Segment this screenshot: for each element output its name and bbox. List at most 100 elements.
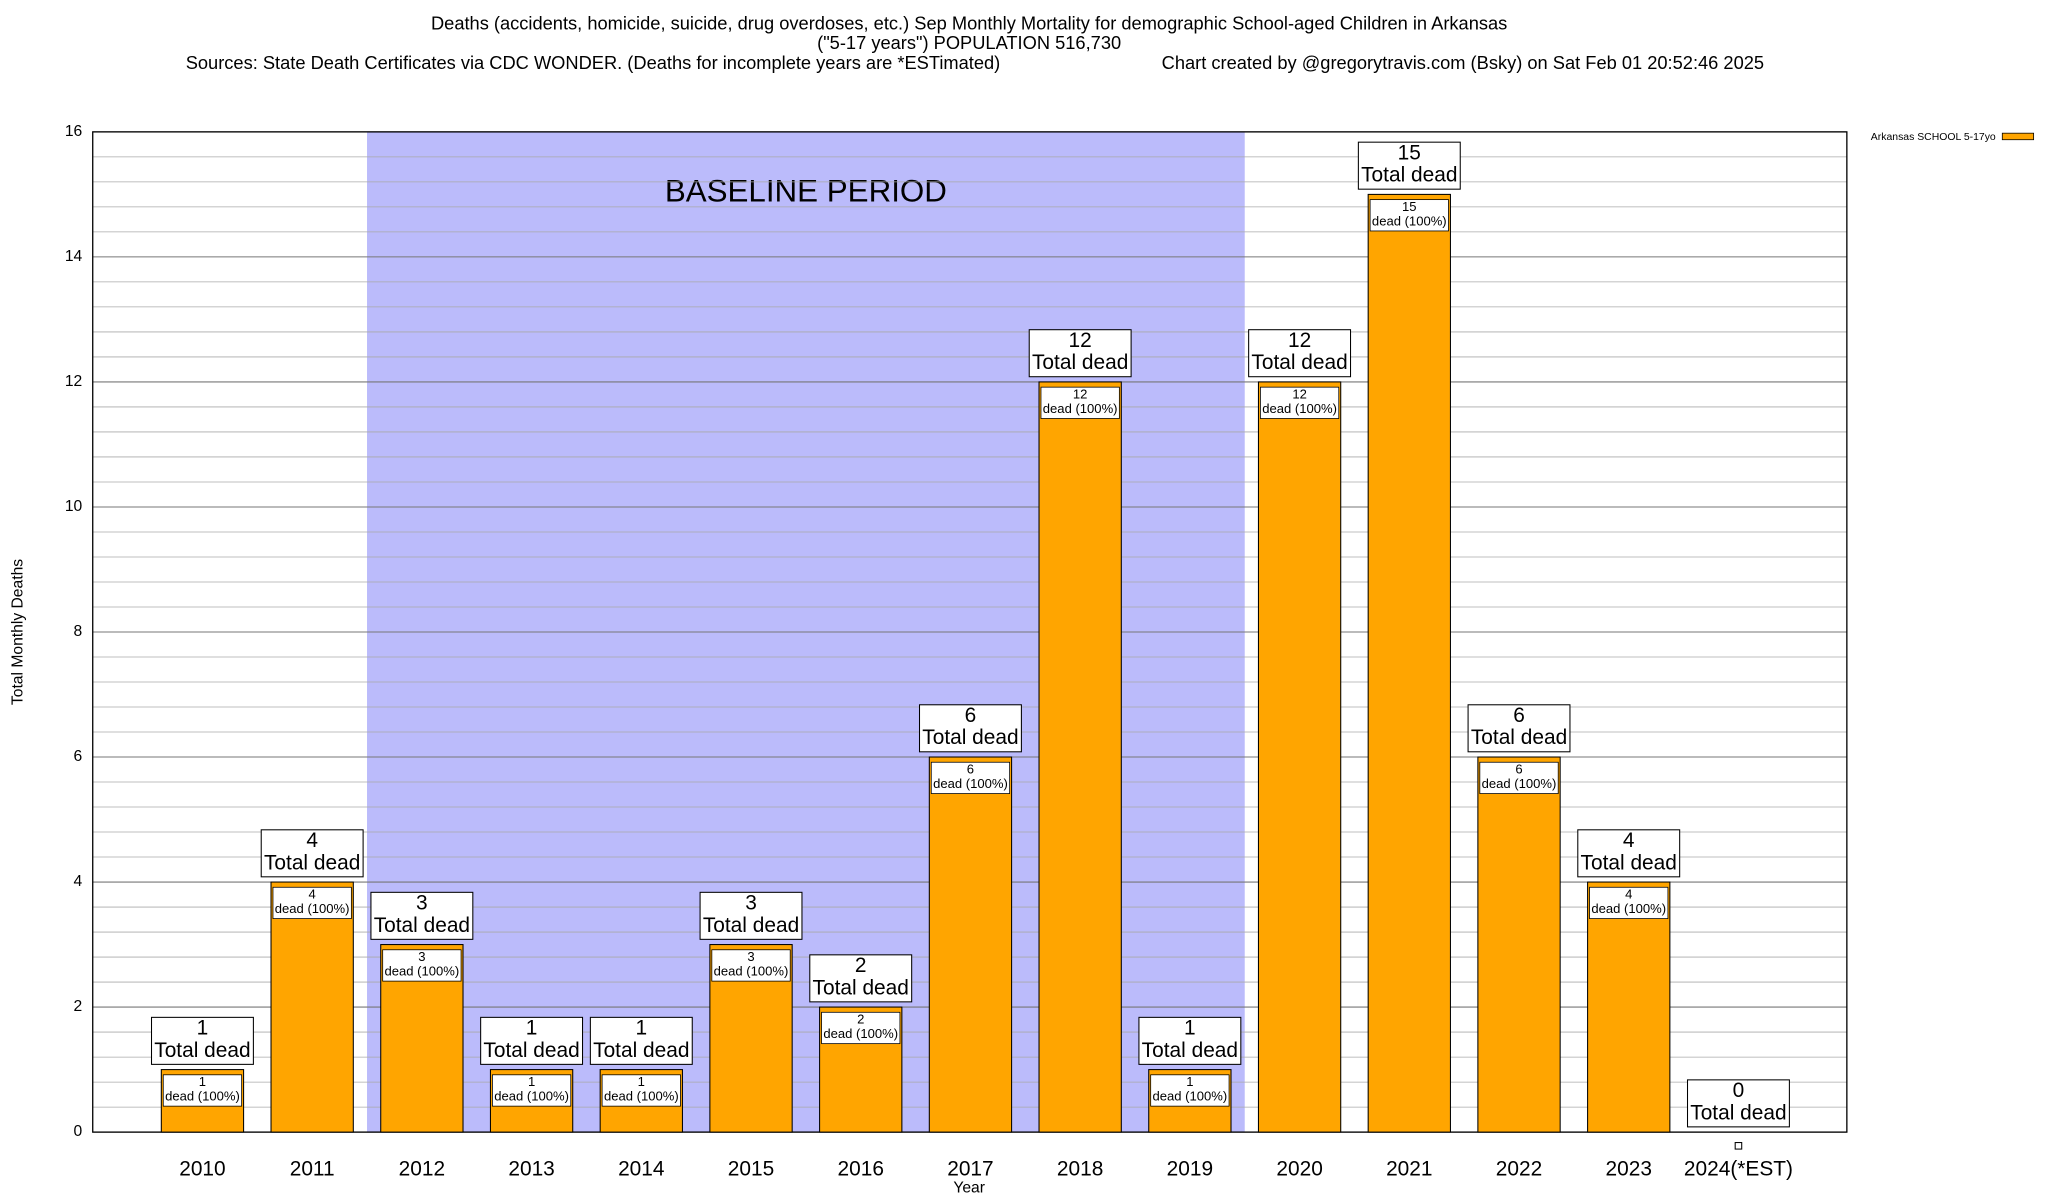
segment-label: dead (100%) bbox=[1372, 213, 1447, 228]
x-tick-label: 2024(*EST) bbox=[1684, 1157, 1793, 1180]
total-label-box bbox=[1357, 141, 1461, 190]
segment-label: dead (100%) bbox=[823, 1026, 898, 1041]
segment-label: dead (100%) bbox=[1262, 401, 1337, 416]
segment-label-box bbox=[492, 1074, 572, 1107]
segment-value-label: 1 bbox=[528, 1074, 535, 1089]
segment-label: dead (100%) bbox=[165, 1088, 240, 1103]
segment-value-label: 12 bbox=[1073, 386, 1088, 401]
y-tick-label: 6 bbox=[74, 748, 83, 765]
segment-label-box bbox=[1040, 386, 1120, 419]
segment-value-label: 4 bbox=[1625, 887, 1632, 902]
total-label-box bbox=[1577, 829, 1681, 878]
bar bbox=[1367, 193, 1451, 1133]
total-label-box bbox=[699, 891, 803, 940]
total-value-label: 0 bbox=[1733, 1079, 1745, 1102]
x-tick-label: 2017 bbox=[947, 1157, 993, 1180]
x-tick-label: 2023 bbox=[1606, 1157, 1652, 1180]
bar bbox=[1038, 381, 1122, 1133]
y-tick-label: 14 bbox=[65, 248, 83, 265]
total-value-label: 3 bbox=[745, 892, 757, 915]
total-label-box bbox=[1248, 329, 1352, 378]
total-value-label: 12 bbox=[1288, 329, 1311, 352]
total-label: Total dead bbox=[813, 976, 909, 999]
total-value-label: 12 bbox=[1069, 329, 1092, 352]
total-value-label: 1 bbox=[197, 1017, 209, 1040]
total-label: Total dead bbox=[1142, 1039, 1238, 1062]
x-tick-label: 2010 bbox=[179, 1157, 225, 1180]
total-value-label: 1 bbox=[526, 1017, 538, 1040]
y-tick-label: 12 bbox=[65, 373, 82, 390]
segment-value-label: 4 bbox=[309, 887, 316, 902]
total-label: Total dead bbox=[1471, 726, 1567, 749]
segment-value-label: 1 bbox=[199, 1074, 206, 1089]
total-label: Total dead bbox=[1581, 851, 1677, 874]
segment-label-box bbox=[601, 1074, 681, 1107]
segment-label-box bbox=[1589, 886, 1669, 919]
x-tick-label: 2020 bbox=[1276, 1157, 1322, 1180]
segment-label: dead (100%) bbox=[1153, 1088, 1228, 1103]
bar bbox=[1257, 381, 1342, 1133]
segment-label-box bbox=[930, 761, 1011, 794]
total-label: Total dead bbox=[1361, 164, 1457, 187]
legend-label: Arkansas SCHOOL 5-17yo bbox=[1871, 132, 1996, 143]
segment-value-label: 3 bbox=[418, 949, 425, 964]
x-tick-label: 2016 bbox=[838, 1157, 884, 1180]
y-tick-label: 16 bbox=[65, 123, 83, 140]
segment-label: dead (100%) bbox=[1043, 401, 1118, 416]
x-axis-label: Year bbox=[953, 1179, 985, 1196]
x-tick-label: 2021 bbox=[1386, 1157, 1432, 1180]
segment-value-label: 6 bbox=[1515, 762, 1522, 777]
x-tick-label: 2012 bbox=[399, 1157, 445, 1180]
bar bbox=[270, 881, 354, 1133]
segment-label-box bbox=[1479, 761, 1559, 794]
y-tick-label: 2 bbox=[74, 998, 83, 1015]
total-value-label: 4 bbox=[1623, 829, 1635, 852]
segment-value-label: 6 bbox=[967, 762, 974, 777]
segment-label-box bbox=[711, 949, 791, 982]
x-tick-label: 2013 bbox=[508, 1157, 554, 1180]
segment-label-box bbox=[1369, 199, 1449, 232]
segment-label-box bbox=[382, 949, 462, 982]
y-axis-label: Total Monthly Deaths bbox=[9, 559, 26, 705]
total-value-label: 1 bbox=[635, 1017, 647, 1040]
segment-label: dead (100%) bbox=[1482, 776, 1557, 791]
segment-label-box bbox=[272, 886, 352, 919]
chart-source: Sources: State Death Certificates via CD… bbox=[186, 52, 1001, 73]
total-value-label: 1 bbox=[1184, 1017, 1196, 1040]
bar bbox=[928, 756, 1013, 1133]
total-label: Total dead bbox=[483, 1039, 579, 1062]
segment-label-box bbox=[821, 1011, 901, 1045]
total-label-box bbox=[150, 1016, 254, 1065]
x-tick-label: 2011 bbox=[290, 1157, 335, 1180]
total-label-box bbox=[589, 1016, 693, 1065]
segment-value-label: 1 bbox=[638, 1074, 645, 1089]
segment-value-label: 3 bbox=[747, 949, 754, 964]
total-value-label: 15 bbox=[1398, 141, 1421, 164]
total-label-box bbox=[480, 1016, 584, 1065]
x-tick-label: 2018 bbox=[1057, 1157, 1103, 1180]
y-tick-label: 8 bbox=[74, 623, 83, 640]
total-label-box bbox=[1138, 1016, 1242, 1065]
segment-value-label: 2 bbox=[857, 1012, 864, 1027]
segment-label: dead (100%) bbox=[385, 963, 460, 978]
total-label: Total dead bbox=[154, 1039, 250, 1062]
segment-label-box bbox=[162, 1074, 243, 1107]
total-value-label: 3 bbox=[416, 892, 428, 915]
total-label: Total dead bbox=[264, 851, 360, 874]
chart-title: Deaths (accidents, homicide, suicide, dr… bbox=[431, 13, 1507, 34]
total-label: Total dead bbox=[593, 1039, 689, 1062]
x-tick-label: 2022 bbox=[1496, 1157, 1542, 1180]
x-tick-label: 2014 bbox=[618, 1157, 664, 1180]
y-tick-label: 4 bbox=[74, 873, 83, 890]
total-label: Total dead bbox=[1690, 1101, 1786, 1124]
segment-value-label: 12 bbox=[1292, 386, 1307, 401]
total-label-box bbox=[370, 891, 474, 940]
x-tick-label: 2019 bbox=[1167, 1157, 1213, 1180]
bar bbox=[1734, 1142, 1743, 1150]
total-label: Total dead bbox=[922, 726, 1018, 749]
total-value-label: 6 bbox=[965, 704, 977, 727]
total-label-box bbox=[918, 704, 1022, 753]
y-tick-label: 0 bbox=[74, 1123, 83, 1140]
x-tick-label: 2015 bbox=[728, 1157, 774, 1180]
